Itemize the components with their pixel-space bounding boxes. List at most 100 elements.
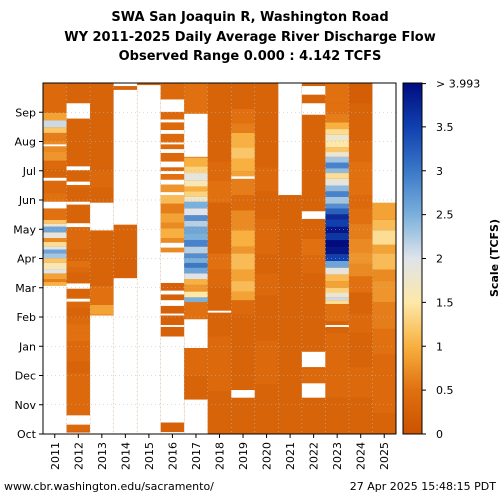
heatmap-cell bbox=[325, 219, 350, 227]
heatmap-missing-cell bbox=[301, 211, 326, 219]
heatmap-cell bbox=[348, 141, 373, 162]
heatmap-cell bbox=[325, 173, 350, 179]
heatmap-cell bbox=[66, 158, 91, 169]
x-tick-label-2015: 2015 bbox=[143, 442, 156, 470]
heatmap-missing-cell bbox=[113, 278, 138, 434]
heatmap-cell bbox=[348, 313, 373, 333]
heatmap-cell bbox=[254, 83, 279, 124]
y-tick-label-feb: Feb bbox=[17, 311, 36, 324]
heatmap-cell bbox=[254, 167, 279, 192]
heatmap-cell bbox=[231, 158, 256, 172]
heatmap-cell bbox=[43, 258, 67, 263]
heatmap-cell bbox=[43, 219, 67, 224]
heatmap-cell bbox=[348, 239, 373, 253]
heatmap-cell bbox=[254, 340, 279, 385]
heatmap-cell bbox=[207, 161, 232, 181]
x-tick-label-2018: 2018 bbox=[214, 442, 227, 470]
heatmap-cell bbox=[43, 112, 67, 121]
heatmap-cell bbox=[90, 83, 114, 133]
heatmap-cell bbox=[66, 324, 91, 334]
heatmap-cell bbox=[254, 273, 279, 296]
heatmap-cell bbox=[348, 223, 373, 239]
heatmap-column-2013 bbox=[90, 83, 114, 434]
heatmap-cell bbox=[348, 122, 373, 142]
heatmap-cell bbox=[207, 137, 232, 162]
heatmap-cell bbox=[66, 249, 91, 261]
footer-source-url: www.cbr.washington.edu/sacramento/ bbox=[4, 480, 214, 493]
heatmap-cell bbox=[66, 341, 91, 362]
heatmap-cell bbox=[90, 285, 114, 305]
heatmap-cell bbox=[43, 246, 67, 250]
heatmap-cell bbox=[325, 239, 350, 248]
heatmap-missing-cell bbox=[160, 119, 185, 123]
heatmap-cell bbox=[325, 122, 350, 130]
heatmap-cell bbox=[301, 162, 326, 176]
heatmap-column-2011 bbox=[43, 83, 67, 434]
heatmap-cell bbox=[348, 276, 373, 293]
y-tick-label-jul: Jul bbox=[22, 165, 36, 178]
heatmap-missing-cell bbox=[231, 390, 256, 398]
heatmap-cell bbox=[184, 267, 209, 274]
heatmap-cell bbox=[325, 297, 350, 301]
heatmap-cell bbox=[231, 291, 256, 301]
y-tick-label-jan: Jan bbox=[18, 340, 36, 353]
heatmap-missing-cell bbox=[43, 177, 67, 181]
heatmap-missing-cell bbox=[160, 290, 185, 295]
heatmap-cell bbox=[325, 233, 350, 240]
heatmap-missing-cell bbox=[66, 201, 91, 205]
y-tick-label-nov: Nov bbox=[15, 399, 37, 412]
heatmap-cell bbox=[66, 333, 91, 342]
heatmap-cell bbox=[325, 274, 350, 282]
heatmap-cell bbox=[207, 83, 232, 105]
heatmap-cell bbox=[43, 120, 67, 128]
heatmap-cell bbox=[301, 397, 326, 434]
heatmap-cell bbox=[160, 193, 185, 204]
heatmap-column-2022 bbox=[301, 83, 326, 434]
heatmap-missing-cell bbox=[113, 82, 138, 87]
heatmap-cell bbox=[66, 361, 91, 373]
heatmap-cell bbox=[231, 253, 256, 270]
heatmap-missing-cell bbox=[43, 201, 67, 209]
heatmap-cell bbox=[348, 252, 373, 264]
heatmap-cell bbox=[184, 208, 209, 216]
heatmap-cell bbox=[254, 384, 279, 434]
heatmap-cell bbox=[184, 279, 209, 285]
heatmap-cell bbox=[348, 208, 373, 224]
heatmap-cell bbox=[231, 269, 256, 282]
heatmap-cell bbox=[90, 242, 114, 258]
colorbar-tick-label: 3 bbox=[436, 165, 443, 178]
heatmap-cell bbox=[325, 254, 350, 261]
heatmap-cell bbox=[254, 295, 279, 341]
heatmap-cell bbox=[301, 296, 326, 339]
heatmap-cell bbox=[43, 253, 67, 259]
y-tick-label-aug: Aug bbox=[15, 136, 36, 149]
heatmap-cell bbox=[254, 218, 279, 255]
heatmap-missing-cell bbox=[325, 81, 350, 84]
heatmap-cell bbox=[278, 258, 303, 301]
heatmap-cell bbox=[43, 132, 67, 142]
heatmap-cell bbox=[325, 226, 350, 234]
heatmap-cell bbox=[43, 176, 67, 194]
heatmap-cell bbox=[231, 371, 256, 434]
heatmap-cell bbox=[184, 258, 209, 263]
x-tick-label-2012: 2012 bbox=[72, 442, 85, 470]
heatmap-cell bbox=[43, 141, 67, 153]
heatmap-cell bbox=[207, 253, 232, 270]
heatmap-cell bbox=[372, 269, 397, 282]
footer-timestamp: 27 Apr 2025 15:48:15 PDT bbox=[349, 480, 496, 493]
heatmap-missing-cell bbox=[113, 89, 138, 225]
heatmap-cell bbox=[325, 152, 350, 157]
heatmap-cell bbox=[231, 132, 256, 148]
heatmap-cell bbox=[66, 147, 91, 159]
heatmap-cell bbox=[184, 246, 209, 254]
colorbar-tick-label: 2.5 bbox=[436, 209, 454, 222]
x-tick-label-2019: 2019 bbox=[237, 442, 250, 470]
heatmap-cell bbox=[66, 272, 91, 285]
x-tick-label-2016: 2016 bbox=[166, 442, 179, 470]
heatmap-cell bbox=[43, 241, 67, 247]
heatmap-cell bbox=[231, 123, 256, 133]
y-tick-label-apr: Apr bbox=[17, 253, 37, 266]
heatmap-cell bbox=[231, 300, 256, 315]
heatmap-cell bbox=[66, 297, 91, 308]
heatmap-cell bbox=[231, 147, 256, 159]
